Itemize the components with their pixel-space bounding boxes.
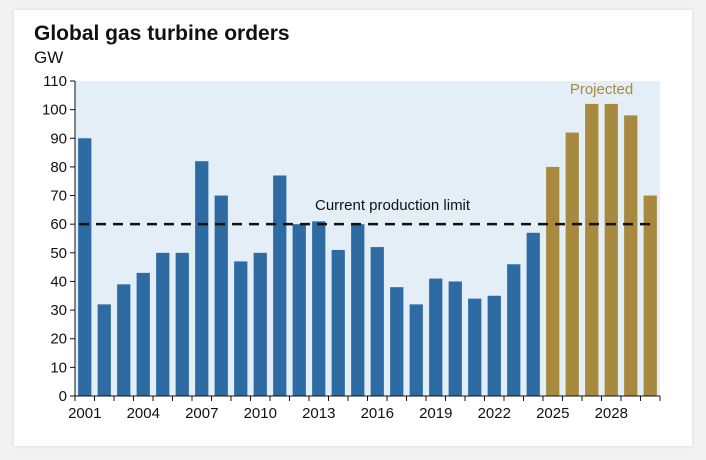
- bar-2004: [136, 272, 150, 396]
- y-tick-label-50: 50: [50, 245, 67, 262]
- bar-2024: [526, 232, 540, 396]
- bar-2026: [565, 132, 579, 396]
- projected-label: Projected: [570, 81, 633, 98]
- chart-title: Global gas turbine orders: [34, 22, 290, 45]
- x-tick-label-2016: 2016: [361, 405, 394, 422]
- y-tick-label-80: 80: [50, 159, 67, 176]
- bar-2005: [156, 252, 170, 396]
- x-tick-label-2028: 2028: [595, 405, 628, 422]
- y-tick-label-20: 20: [50, 331, 67, 348]
- y-tick-label-0: 0: [59, 388, 67, 405]
- bar-2025: [546, 166, 560, 396]
- bar-2001: [78, 138, 92, 397]
- y-tick-label-40: 40: [50, 273, 67, 290]
- plot-background: [75, 81, 660, 396]
- bar-2011: [273, 175, 287, 396]
- bar-2017: [390, 287, 404, 396]
- bar-2013: [312, 221, 326, 396]
- bar-2028: [604, 103, 618, 396]
- y-tick-label-90: 90: [50, 130, 67, 147]
- bar-chart: 0 10 20 30 40 50 60 70 80 90 100 110 2001 2004 2007 201…: [42, 73, 661, 422]
- bars-group: [78, 103, 657, 397]
- y-tick-label-70: 70: [50, 188, 67, 205]
- y-tick-label-60: 60: [50, 216, 67, 233]
- bar-2012: [292, 224, 306, 396]
- bar-2021: [468, 298, 482, 396]
- bar-2030: [643, 195, 657, 396]
- bar-2007: [195, 161, 209, 396]
- x-tick-label-2019: 2019: [419, 405, 452, 422]
- y-axis-unit-label: GW: [34, 48, 64, 67]
- bar-2023: [507, 264, 521, 396]
- labels-group: 0 10 20 30 40 50 60 70 80 90 100 110 2001 2004 2007 201…: [42, 73, 633, 422]
- y-tick-label-100: 100: [42, 102, 67, 119]
- y-tick-label-110: 110: [43, 73, 67, 90]
- x-tick-label-2004: 2004: [127, 405, 160, 422]
- bar-2027: [585, 103, 599, 396]
- bar-2019: [429, 278, 443, 396]
- y-tick-label-10: 10: [50, 359, 67, 376]
- x-tick-label-2022: 2022: [478, 405, 511, 422]
- bar-2006: [175, 252, 189, 396]
- axes-group: [70, 80, 661, 401]
- bar-2008: [214, 195, 228, 396]
- y-tick-label-30: 30: [50, 302, 67, 319]
- x-tick-label-2025: 2025: [536, 405, 569, 422]
- chart-card: Global gas turbine orders GW 0 10 20 30 40 50…: [14, 10, 692, 446]
- bar-2022: [487, 295, 501, 396]
- bar-2015: [351, 224, 365, 396]
- bar-2018: [409, 304, 423, 396]
- reference-line-label: Current production limit: [315, 197, 471, 214]
- x-tick-label-2013: 2013: [302, 405, 335, 422]
- bar-2002: [97, 304, 111, 396]
- x-tick-label-2007: 2007: [185, 405, 218, 422]
- bar-2010: [253, 252, 267, 396]
- bar-2029: [624, 115, 638, 396]
- x-tick-label-2010: 2010: [244, 405, 277, 422]
- bar-2016: [370, 247, 384, 396]
- bar-2014: [331, 249, 345, 396]
- bar-2009: [234, 261, 248, 396]
- bar-2003: [117, 284, 131, 396]
- bar-2020: [448, 281, 462, 396]
- x-tick-label-2001: 2001: [68, 405, 101, 422]
